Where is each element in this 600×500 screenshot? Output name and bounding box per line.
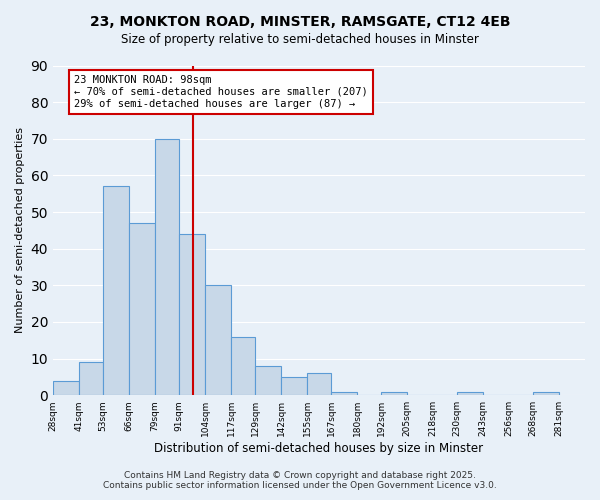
Bar	[129, 223, 155, 395]
Bar	[533, 392, 559, 395]
Bar	[103, 186, 129, 395]
Bar	[155, 139, 179, 395]
Bar	[307, 373, 331, 395]
Text: Contains HM Land Registry data © Crown copyright and database right 2025.
Contai: Contains HM Land Registry data © Crown c…	[103, 470, 497, 490]
Bar	[255, 366, 281, 395]
Y-axis label: Number of semi-detached properties: Number of semi-detached properties	[15, 128, 25, 334]
Bar	[331, 392, 357, 395]
Text: 23 MONKTON ROAD: 98sqm
← 70% of semi-detached houses are smaller (207)
29% of se: 23 MONKTON ROAD: 98sqm ← 70% of semi-det…	[74, 76, 368, 108]
Text: Size of property relative to semi-detached houses in Minster: Size of property relative to semi-detach…	[121, 32, 479, 46]
Bar	[281, 377, 307, 395]
Bar	[381, 392, 407, 395]
Bar	[179, 234, 205, 395]
Bar	[205, 286, 231, 395]
X-axis label: Distribution of semi-detached houses by size in Minster: Distribution of semi-detached houses by …	[154, 442, 484, 455]
Text: 23, MONKTON ROAD, MINSTER, RAMSGATE, CT12 4EB: 23, MONKTON ROAD, MINSTER, RAMSGATE, CT1…	[90, 15, 510, 29]
Bar	[231, 336, 255, 395]
Bar	[53, 380, 79, 395]
Bar	[457, 392, 483, 395]
Bar	[79, 362, 103, 395]
